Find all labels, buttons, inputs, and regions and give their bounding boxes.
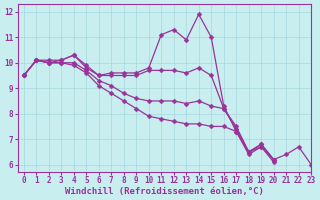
X-axis label: Windchill (Refroidissement éolien,°C): Windchill (Refroidissement éolien,°C) <box>65 187 264 196</box>
